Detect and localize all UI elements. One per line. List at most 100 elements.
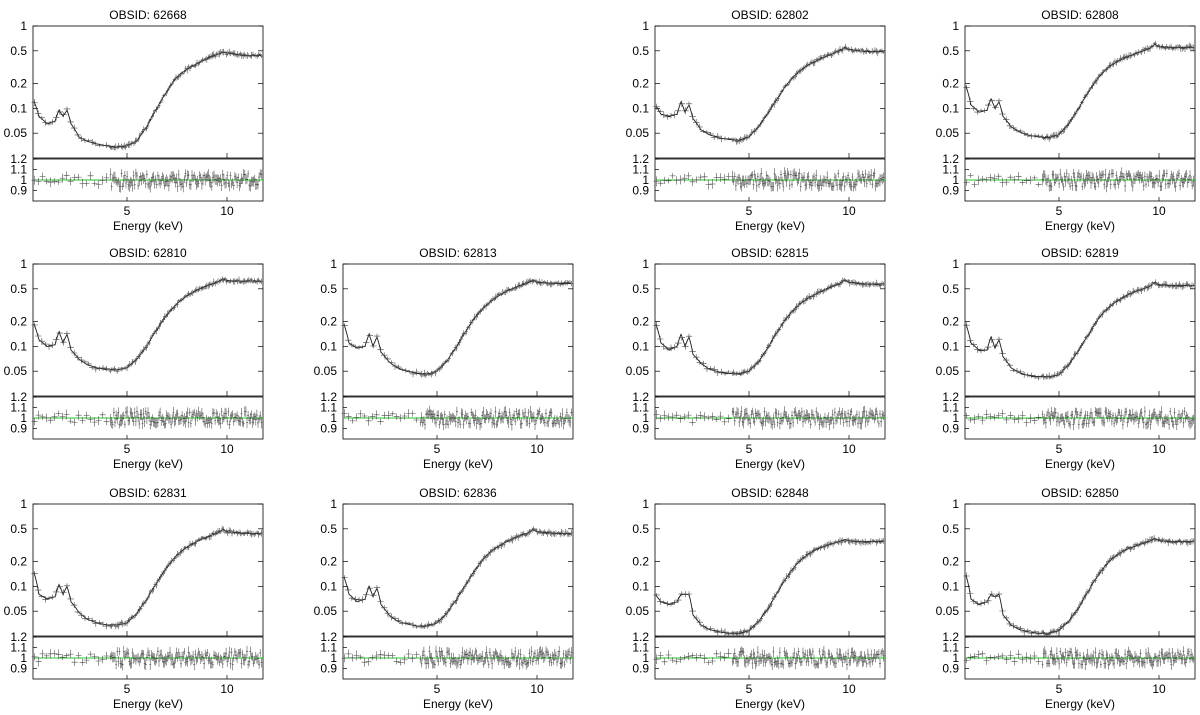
y-tick-label: 0.2 <box>632 555 649 569</box>
ratio-tick-label: 1.1 <box>632 163 649 177</box>
panel-title: OBSID: 62831 <box>109 486 187 500</box>
x-tick-label: 5 <box>434 442 441 456</box>
ratio-tick-label: 1.1 <box>10 641 27 655</box>
panel-title: OBSID: 62802 <box>731 8 809 22</box>
ratio-tick-label: 1 <box>642 651 649 665</box>
ratio-points <box>31 406 263 430</box>
model-curve <box>33 278 261 371</box>
data-points <box>963 279 1195 381</box>
ratio-points <box>31 645 263 671</box>
ratio-tick-label: 0.9 <box>632 184 649 198</box>
x-axis-label: Energy (keV) <box>1045 457 1115 471</box>
x-tick-label: 5 <box>746 682 753 696</box>
y-tick-label: 1 <box>952 19 959 33</box>
y-tick-label: 1 <box>330 257 337 271</box>
ratio-tick-label: 0.9 <box>10 662 27 676</box>
y-tick-label: 0.5 <box>10 44 27 58</box>
ratio-tick-label: 0.9 <box>10 184 27 198</box>
x-axis-label: Energy (keV) <box>423 697 493 711</box>
x-axis-label: Energy (keV) <box>735 457 805 471</box>
spectrum-frame <box>32 25 264 159</box>
y-tick-label: 0.5 <box>632 282 649 296</box>
ratio-points <box>653 405 885 431</box>
ratio-tick-label: 1.2 <box>942 630 959 644</box>
y-tick-label: 0.05 <box>626 126 650 140</box>
x-tick-label: 10 <box>530 442 544 456</box>
ratio-tick-label: 0.9 <box>10 422 27 436</box>
x-tick-label: 5 <box>746 442 753 456</box>
data-points <box>31 276 263 374</box>
ratio-tick-label: 1.1 <box>320 401 337 415</box>
spectrum-frame <box>654 263 886 397</box>
data-points <box>653 537 885 638</box>
x-tick-label: 10 <box>1152 682 1166 696</box>
y-tick-label: 0.1 <box>10 339 27 353</box>
ratio-tick-label: 1.1 <box>10 401 27 415</box>
y-tick-label: 0.05 <box>626 364 650 378</box>
y-tick-label: 0.1 <box>320 579 337 593</box>
spectrum-frame <box>964 25 1196 159</box>
y-tick-label: 1 <box>330 497 337 511</box>
y-tick-label: 0.05 <box>626 604 650 618</box>
y-tick-label: 0.2 <box>942 555 959 569</box>
model-curve <box>965 43 1193 139</box>
y-tick-label: 1 <box>20 257 27 271</box>
ratio-tick-label: 1.2 <box>632 152 649 166</box>
model-curve <box>33 528 261 626</box>
ratio-tick-label: 1 <box>20 411 27 425</box>
spectrum-frame <box>342 263 574 397</box>
ratio-tick-label: 1.2 <box>632 630 649 644</box>
spectrum-frame <box>964 263 1196 397</box>
y-tick-label: 0.05 <box>936 364 960 378</box>
model-curve <box>965 281 1193 378</box>
model-curve <box>343 279 571 375</box>
ratio-points <box>963 167 1195 193</box>
x-tick-label: 5 <box>746 204 753 218</box>
model-curve <box>965 538 1193 634</box>
data-points <box>341 526 573 629</box>
ratio-tick-label: 1 <box>952 173 959 187</box>
y-tick-label: 0.1 <box>632 101 649 115</box>
ratio-tick-label: 1.1 <box>632 401 649 415</box>
ratio-tick-label: 0.9 <box>632 662 649 676</box>
ratio-tick-label: 0.9 <box>942 422 959 436</box>
panel-title: OBSID: 62850 <box>1041 486 1119 500</box>
ratio-tick-label: 0.9 <box>632 422 649 436</box>
x-axis-label: Energy (keV) <box>735 697 805 711</box>
y-tick-label: 1 <box>642 497 649 511</box>
y-tick-label: 0.5 <box>632 44 649 58</box>
ratio-tick-label: 1.2 <box>942 152 959 166</box>
data-points <box>963 40 1195 142</box>
x-axis-label: Energy (keV) <box>735 219 805 233</box>
ratio-tick-label: 1.1 <box>942 401 959 415</box>
x-tick-label: 10 <box>220 682 234 696</box>
ratio-tick-label: 0.9 <box>942 184 959 198</box>
ratio-tick-label: 0.9 <box>320 662 337 676</box>
panel-title: OBSID: 62836 <box>419 486 497 500</box>
y-tick-label: 0.2 <box>942 77 959 91</box>
y-tick-label: 0.5 <box>320 282 337 296</box>
y-tick-label: 0.5 <box>942 44 959 58</box>
y-tick-label: 0.5 <box>320 522 337 536</box>
x-tick-label: 5 <box>1056 442 1063 456</box>
data-points <box>31 525 263 630</box>
x-tick-label: 10 <box>842 682 856 696</box>
panel-title: OBSID: 62819 <box>1041 246 1119 260</box>
ratio-points <box>653 645 885 671</box>
ratio-tick-label: 1 <box>642 411 649 425</box>
y-tick-label: 0.2 <box>10 315 27 329</box>
x-axis-label: Energy (keV) <box>423 457 493 471</box>
x-tick-label: 10 <box>1152 442 1166 456</box>
y-tick-label: 0.2 <box>320 555 337 569</box>
y-tick-label: 0.1 <box>10 579 27 593</box>
x-tick-label: 10 <box>842 442 856 456</box>
x-tick-label: 10 <box>220 442 234 456</box>
ratio-tick-label: 0.9 <box>320 422 337 436</box>
